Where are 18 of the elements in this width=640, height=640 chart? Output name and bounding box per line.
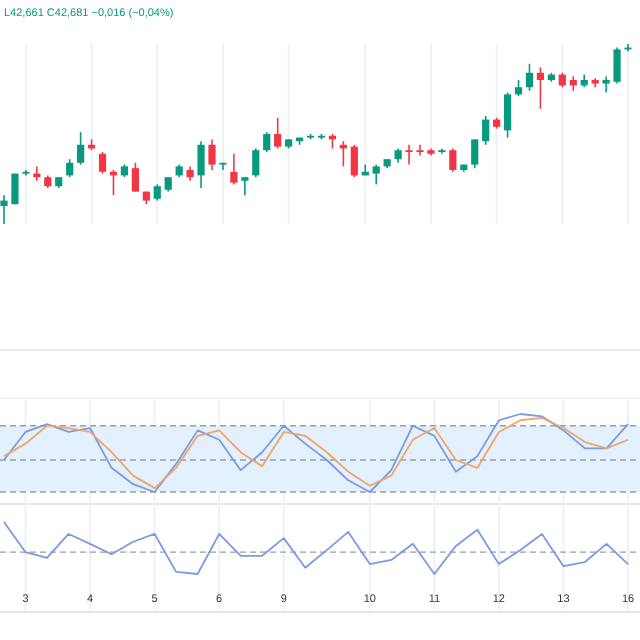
candlestick (197, 140, 205, 189)
candlestick (350, 144, 358, 178)
candlestick (482, 115, 490, 146)
candlestick (98, 151, 107, 175)
candlestick (503, 91, 512, 139)
candlestick (263, 131, 271, 153)
candlestick (372, 163, 380, 186)
candlestick (230, 153, 238, 186)
candlestick (274, 117, 282, 150)
candlestick (77, 131, 85, 166)
candlestick (471, 138, 479, 169)
candlestick (536, 66, 545, 110)
candlestick (525, 63, 534, 92)
candlestick (241, 176, 249, 196)
candlestick (449, 147, 457, 173)
candlestick (131, 162, 139, 193)
candlestick (252, 147, 260, 178)
candlestick (208, 138, 216, 171)
